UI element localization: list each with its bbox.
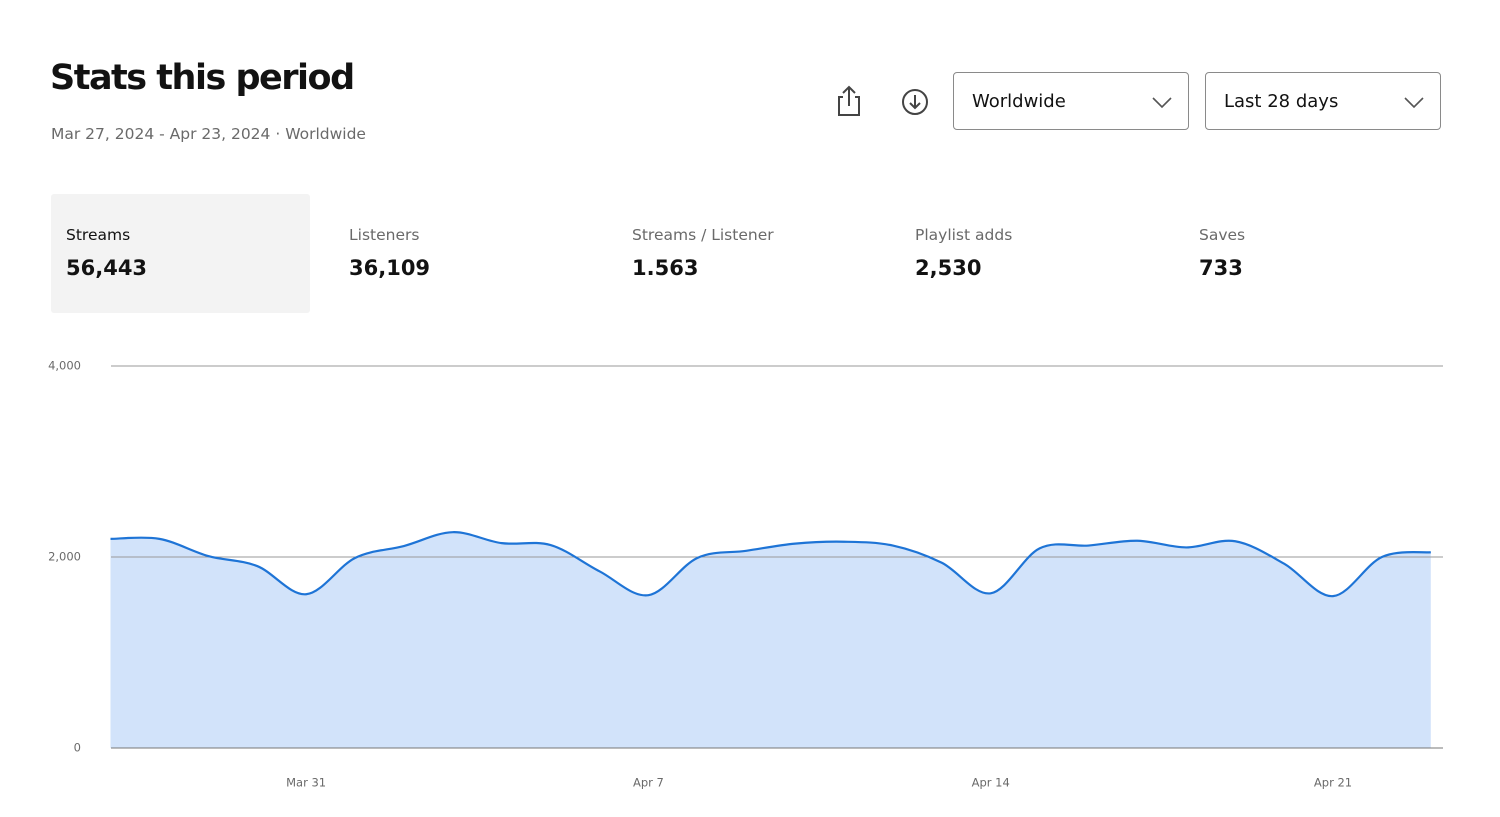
y-tick-label: 2,000 <box>48 550 81 564</box>
stat-value: 2,530 <box>915 256 982 280</box>
y-tick-label: 0 <box>74 741 81 755</box>
region-dropdown[interactable]: Worldwide <box>953 72 1189 130</box>
y-tick-label: 4,000 <box>48 359 81 373</box>
dropdown-text: Worldwide <box>972 91 1066 112</box>
stat-label: Streams <box>66 226 131 244</box>
selected-stat-card[interactable] <box>51 194 310 313</box>
stat-label: Listeners <box>349 226 420 244</box>
chevron <box>1404 97 1424 109</box>
stat-value: 733 <box>1199 256 1243 280</box>
stat-value: 56,443 <box>66 256 148 280</box>
period-dropdown[interactable]: Last 28 days <box>1205 72 1441 130</box>
subtitle: Mar 27, 2024 - Apr 23, 2024 · Worldwide <box>51 125 366 143</box>
download-button[interactable] <box>900 87 930 117</box>
line <box>110 531 1431 598</box>
x-tick-label: Apr 14 <box>972 776 1010 790</box>
dropdown-text: Last 28 days <box>1224 91 1339 112</box>
stat-value: 36,109 <box>349 256 431 280</box>
stat-label: Playlist adds <box>915 226 1013 244</box>
share-button[interactable] <box>834 84 864 118</box>
x-tick-label: Apr 7 <box>633 776 664 790</box>
chart: 0 2,000 4,000 Mar 31 Apr 7 Apr 14 Apr 21 <box>48 359 1443 790</box>
area <box>110 532 1431 748</box>
x-tick-label: Mar 31 <box>286 776 326 790</box>
x-tick-label: Apr 21 <box>1314 776 1352 790</box>
stat-label: Saves <box>1199 226 1246 244</box>
chevron <box>1152 97 1172 109</box>
stat-value: 1.563 <box>632 256 699 280</box>
stat-label: Streams / Listener <box>632 226 774 244</box>
page-title: Stats this period <box>50 58 355 98</box>
